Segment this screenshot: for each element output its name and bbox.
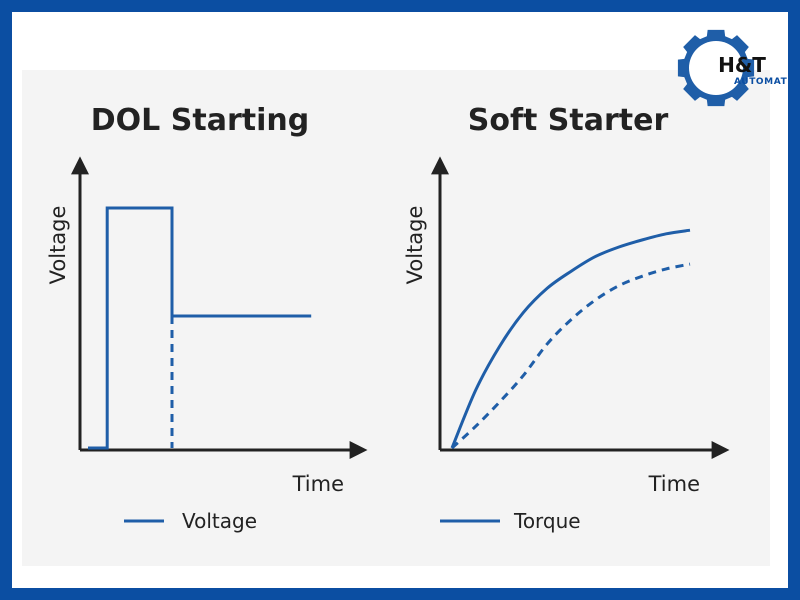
dol-x-axis-label: Time <box>292 472 344 496</box>
image-frame: DOL Starting Voltage Time Voltage Soft S… <box>12 12 788 588</box>
diagram-panel: DOL Starting Voltage Time Voltage Soft S… <box>22 70 770 566</box>
soft-y-axis-label: Voltage <box>403 206 427 285</box>
dol-series-group <box>88 206 312 450</box>
dol-chart: DOL Starting Voltage Time Voltage <box>46 103 368 533</box>
soft-series-solid-line-0 <box>450 228 691 449</box>
soft-starter-chart: Soft Starter Voltage Time Torque <box>403 103 730 533</box>
soft-series-dashed-line-1 <box>450 262 691 450</box>
logo-name: H&T <box>718 53 766 77</box>
soft-starter-chart-title: Soft Starter <box>468 103 669 138</box>
gear-icon <box>677 29 755 107</box>
dol-series-solid-line-0 <box>88 206 312 450</box>
dol-chart-title: DOL Starting <box>91 103 309 138</box>
soft-legend-label: Torque <box>513 509 581 533</box>
dol-legend-label: Voltage <box>182 509 257 533</box>
brand-logo: H&T AUTOMATION <box>677 29 788 107</box>
dol-y-axis-label: Voltage <box>46 206 70 285</box>
comparison-diagram: DOL Starting Voltage Time Voltage Soft S… <box>46 103 730 533</box>
logo-subtitle: AUTOMATION <box>734 77 788 87</box>
soft-series-group <box>450 228 691 450</box>
soft-x-axis-label: Time <box>648 472 700 496</box>
